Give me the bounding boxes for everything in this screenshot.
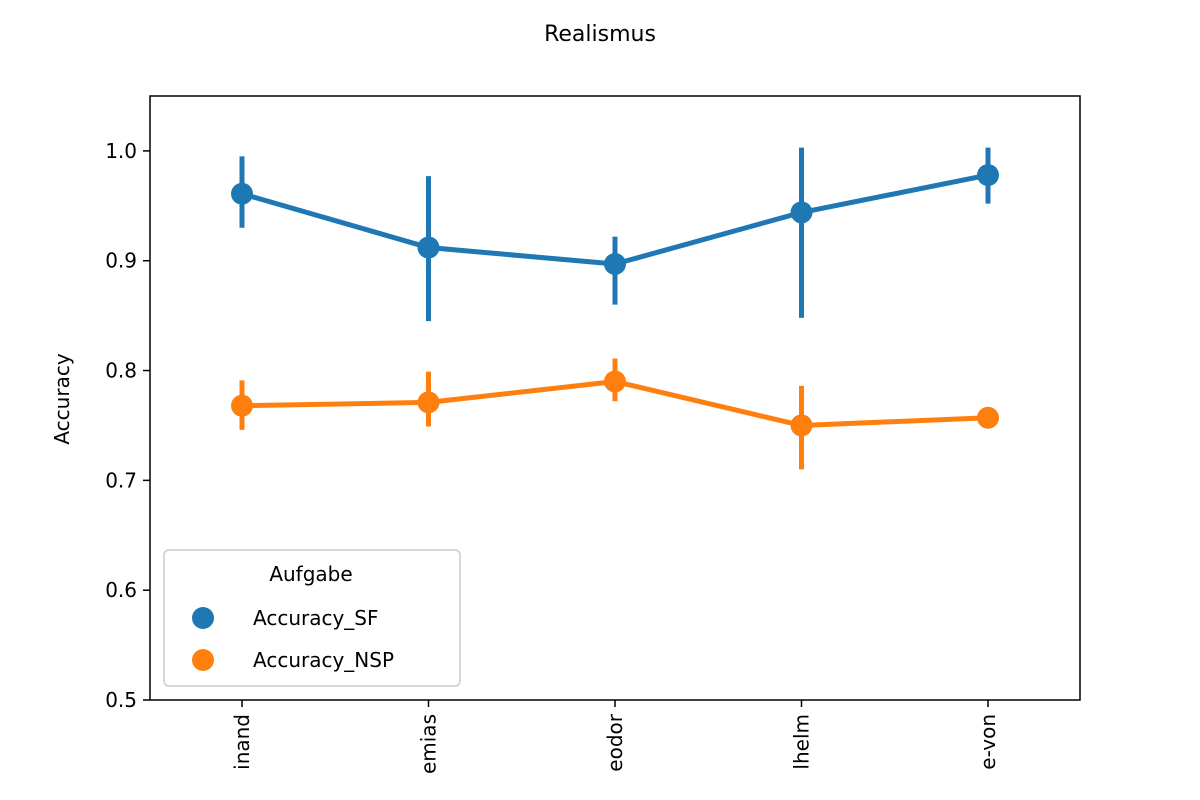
legend-marker: [192, 649, 214, 671]
data-point: [977, 164, 999, 187]
data-point: [417, 236, 440, 259]
x-tick-label: e-von: [976, 714, 1000, 770]
series-layer: [231, 147, 999, 470]
data-point: [417, 391, 440, 414]
x-tick-label: inand: [230, 714, 254, 770]
data-point: [231, 394, 253, 417]
x-tick-label: lhelm: [790, 714, 814, 770]
plot-frame: [149, 95, 1081, 701]
data-point: [604, 253, 626, 276]
data-point: [604, 370, 626, 393]
legend-box: [163, 549, 461, 687]
data-point: [977, 406, 999, 429]
y-tick-label: 0.7: [105, 468, 137, 492]
data-point: [790, 414, 813, 437]
y-tick-label: 0.5: [105, 688, 137, 712]
x-tick-label: emias: [417, 714, 441, 774]
data-point: [790, 201, 813, 224]
x-tick-label: eodor: [603, 713, 627, 771]
y-tick-label: 0.9: [105, 249, 137, 273]
data-point: [231, 182, 253, 205]
y-tick-label: 0.8: [105, 359, 137, 383]
legend-label: Accuracy_NSP: [253, 648, 394, 672]
y-axis-label: Accuracy: [50, 353, 74, 444]
y-tick-label: 0.6: [105, 578, 137, 602]
legend-label: Accuracy_SF: [253, 606, 379, 630]
series-Accuracy_SF: [231, 147, 999, 322]
y-tick-label: 1.0: [105, 139, 137, 163]
series-Accuracy_NSP: [231, 358, 999, 470]
chart-title: Realismus: [544, 22, 656, 47]
y-axis: 0.5 0.6 0.7 0.8 0.9 1.0: [105, 139, 150, 712]
legend-title: Aufgabe: [269, 562, 352, 586]
legend-marker: [192, 607, 214, 629]
x-axis: inand emias eodor lhelm e-von: [230, 700, 1000, 774]
legend: Aufgabe Accuracy_SF Accuracy_NSP: [163, 549, 461, 687]
